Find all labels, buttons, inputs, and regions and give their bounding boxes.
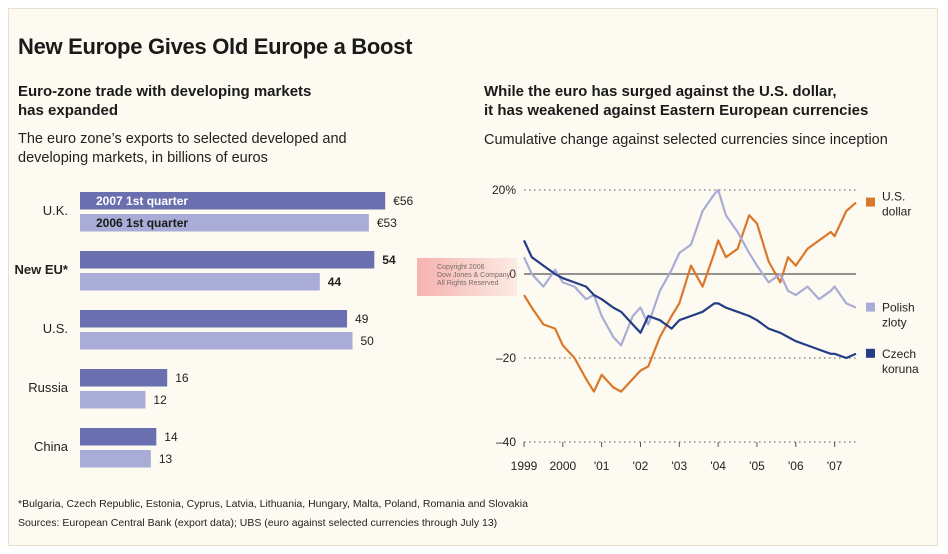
- left-subheading-line2: developing markets, in billions of euros: [18, 150, 268, 166]
- watermark-line3: All Rights Reserved: [437, 280, 499, 287]
- series-label: koruna: [882, 362, 919, 376]
- bar: [80, 273, 320, 291]
- series-label: Czech: [882, 347, 916, 361]
- y-tick-label: –20: [496, 351, 516, 365]
- bar: [80, 391, 146, 409]
- series-line: [523, 201, 857, 393]
- series-label: dollar: [882, 205, 911, 219]
- bar-value-label: 49: [355, 312, 369, 326]
- bar-value-label: 44: [328, 275, 342, 289]
- left-subheading-line1: The euro zone’s exports to selected deve…: [18, 131, 347, 147]
- bar: [80, 428, 157, 446]
- series-label: U.S.: [882, 190, 905, 204]
- x-tick-label: '01: [594, 459, 610, 473]
- x-tick-label: '02: [633, 459, 649, 473]
- bar-value-label: 14: [164, 430, 178, 444]
- y-tick-label: 20%: [492, 183, 516, 197]
- category-label: U.S.: [43, 321, 68, 336]
- bar-value-label: €53: [377, 216, 397, 230]
- x-tick-label: '04: [710, 459, 726, 473]
- series-label: zloty: [882, 316, 907, 330]
- page-title: New Europe Gives Old Europe a Boost: [18, 34, 413, 59]
- bar: [80, 332, 353, 350]
- bar-value-label: €56: [393, 194, 413, 208]
- bar-value-label: 12: [153, 393, 167, 407]
- bar-value-label: 54: [382, 253, 396, 267]
- legend-label: 2007 1st quarter: [96, 194, 188, 208]
- bar: [80, 450, 151, 468]
- watermark: Copyright 2006 Dow Jones & Company All R…: [417, 258, 517, 296]
- series-swatch: [866, 302, 875, 312]
- x-tick-label: '07: [827, 459, 843, 473]
- x-tick-label: 1999: [511, 459, 538, 473]
- series-swatch: [866, 197, 875, 207]
- left-subheading: The euro zone’s exports to selected deve…: [18, 130, 347, 168]
- bar-value-label: 16: [175, 371, 189, 385]
- series-label: Polish: [882, 301, 915, 315]
- category-label: U.K.: [43, 203, 68, 218]
- right-heading: While the euro has surged against the U.…: [484, 82, 868, 120]
- left-heading-line1: Euro-zone trade with developing markets: [18, 83, 312, 100]
- watermark-line2: Dow Jones & Company: [437, 272, 511, 279]
- sources: Sources: European Central Bank (export d…: [18, 517, 498, 529]
- bar-chart: U.K. €56 2007 1st quarter €53 2006 1st quart…: [15, 192, 414, 468]
- x-tick-label: '03: [672, 459, 688, 473]
- legend-label: 2006 1st quarter: [96, 216, 188, 230]
- watermark-line1: Copyright 2006: [437, 264, 485, 271]
- series-line: [523, 239, 857, 360]
- x-tick-label: '05: [749, 459, 765, 473]
- left-heading-line2: has expanded: [18, 102, 119, 119]
- category-label: China: [34, 439, 69, 454]
- category-label: New EU*: [15, 262, 69, 277]
- footnote: *Bulgaria, Czech Republic, Estonia, Cypr…: [18, 498, 528, 510]
- bar: [80, 214, 369, 232]
- y-tick-label: –40: [496, 435, 516, 449]
- bar: [80, 251, 375, 269]
- bar: [80, 310, 348, 328]
- series-swatch: [866, 348, 875, 358]
- left-heading: Euro-zone trade with developing markets …: [18, 82, 311, 120]
- right-heading-line1: While the euro has surged against the U.…: [484, 83, 837, 100]
- x-tick-label: '06: [788, 459, 804, 473]
- right-subheading: Cumulative change against selected curre…: [484, 132, 888, 148]
- bar-value-label: 13: [159, 452, 173, 466]
- right-heading-line2: it has weakened against Eastern European…: [484, 102, 869, 119]
- category-label: Russia: [28, 380, 69, 395]
- bar-value-label: 50: [361, 334, 375, 348]
- x-tick-label: 2000: [549, 459, 576, 473]
- bar: [80, 369, 168, 387]
- bar: [80, 192, 386, 210]
- series-line: [523, 188, 857, 347]
- line-chart: 20%0–20–4019992000'01'02'03'04'05'06'07U…: [492, 183, 919, 473]
